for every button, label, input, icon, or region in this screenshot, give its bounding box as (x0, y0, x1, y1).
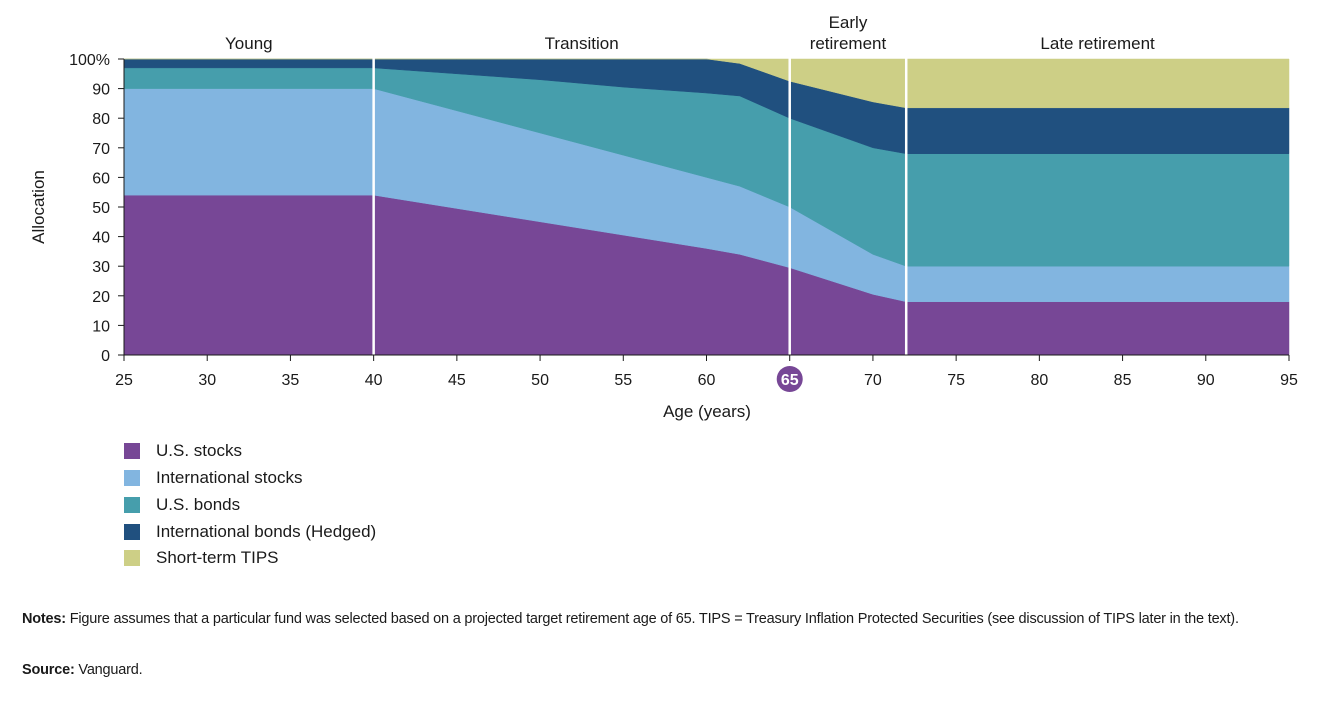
y-tick-label-30: 30 (92, 259, 110, 276)
chart-legend: U.S. stocks International stocks U.S. bond… (124, 438, 376, 572)
x-tick-label-95: 95 (1280, 372, 1298, 389)
x-tick-label-90: 90 (1197, 372, 1215, 389)
phase-label-2: Transition (545, 34, 619, 53)
legend-item-short-term-tips: Short-term TIPS (124, 545, 376, 572)
y-axis-title: Allocation (29, 170, 48, 244)
y-tick-label-80: 80 (92, 111, 110, 128)
x-tick-label-40: 40 (365, 372, 383, 389)
legend-item-u-s-stocks: U.S. stocks (124, 438, 376, 465)
legend-item-international-stocks: International stocks (124, 465, 376, 492)
x-tick-label-80: 80 (1030, 372, 1048, 389)
x-tick-highlight-circle (776, 366, 803, 392)
y-tick-label-0: 0 (101, 348, 110, 365)
x-tick-label-35: 35 (282, 372, 300, 389)
x-tick-label-75: 75 (947, 372, 965, 389)
area-short-term-tips (124, 58, 1290, 109)
x-tick-label-85: 85 (1114, 372, 1132, 389)
legend-label-international-stocks: International stocks (156, 468, 303, 488)
notes-label: Notes: (22, 611, 66, 627)
x-tick-label-70: 70 (864, 372, 882, 389)
source-text: Vanguard. (74, 662, 143, 678)
legend-swatch-international-stocks (124, 470, 140, 487)
phase-label-4: Late retirement (1040, 34, 1155, 53)
legend-swatch-short-term-tips (124, 550, 140, 567)
notes-text: Figure assumes that a particular fund wa… (65, 611, 1239, 627)
legend-label-international-bonds-hedged: International bonds (Hedged) (156, 521, 377, 541)
x-tick-label-25: 25 (115, 372, 133, 389)
y-tick-label-70: 70 (92, 141, 110, 158)
x-axis-title: Age (years) (663, 402, 751, 421)
legend-swatch-international-bonds-hedged (124, 523, 140, 540)
legend-item-u-s-bonds: U.S. bonds (124, 492, 376, 519)
y-tick-label-90: 90 (92, 82, 110, 99)
y-tick-label-40: 40 (92, 230, 110, 247)
phase-label-1: Young (225, 34, 273, 53)
allocation-area-chart: Young Transition Early retirement Late retir… (29, 13, 1298, 421)
x-tick-label-55: 55 (614, 372, 632, 389)
x-tick-label-45: 45 (448, 372, 466, 389)
y-tick-label-100: 100% (69, 52, 110, 69)
source-label: Source: (22, 662, 75, 678)
legend-item-international-bonds-hedged: International bonds (Hedged) (124, 518, 376, 545)
chart-source: Source: Vanguard. (22, 662, 143, 678)
legend-label-u-s-bonds: U.S. bonds (156, 494, 241, 514)
y-tick-label-50: 50 (92, 200, 110, 217)
phase-label-3-line-1: Early (829, 13, 868, 32)
legend-swatch-u-s-bonds (124, 496, 140, 513)
y-tick-label-10: 10 (92, 318, 110, 335)
x-tick-label-30: 30 (198, 372, 216, 389)
x-tick-label-60: 60 (698, 372, 716, 389)
y-tick-label-60: 60 (92, 170, 110, 187)
legend-label-short-term-tips: Short-term TIPS (156, 548, 279, 568)
x-tick-label-65: 65 (781, 372, 799, 389)
legend-swatch-u-s-stocks (124, 443, 140, 460)
y-tick-label-20: 20 (92, 289, 110, 306)
chart-notes: Notes: Figure assumes that a particular … (22, 608, 1292, 630)
phase-label-3-line-2: retirement (810, 34, 887, 53)
legend-label-u-s-stocks: U.S. stocks (156, 441, 242, 461)
x-tick-label-50: 50 (531, 372, 549, 389)
